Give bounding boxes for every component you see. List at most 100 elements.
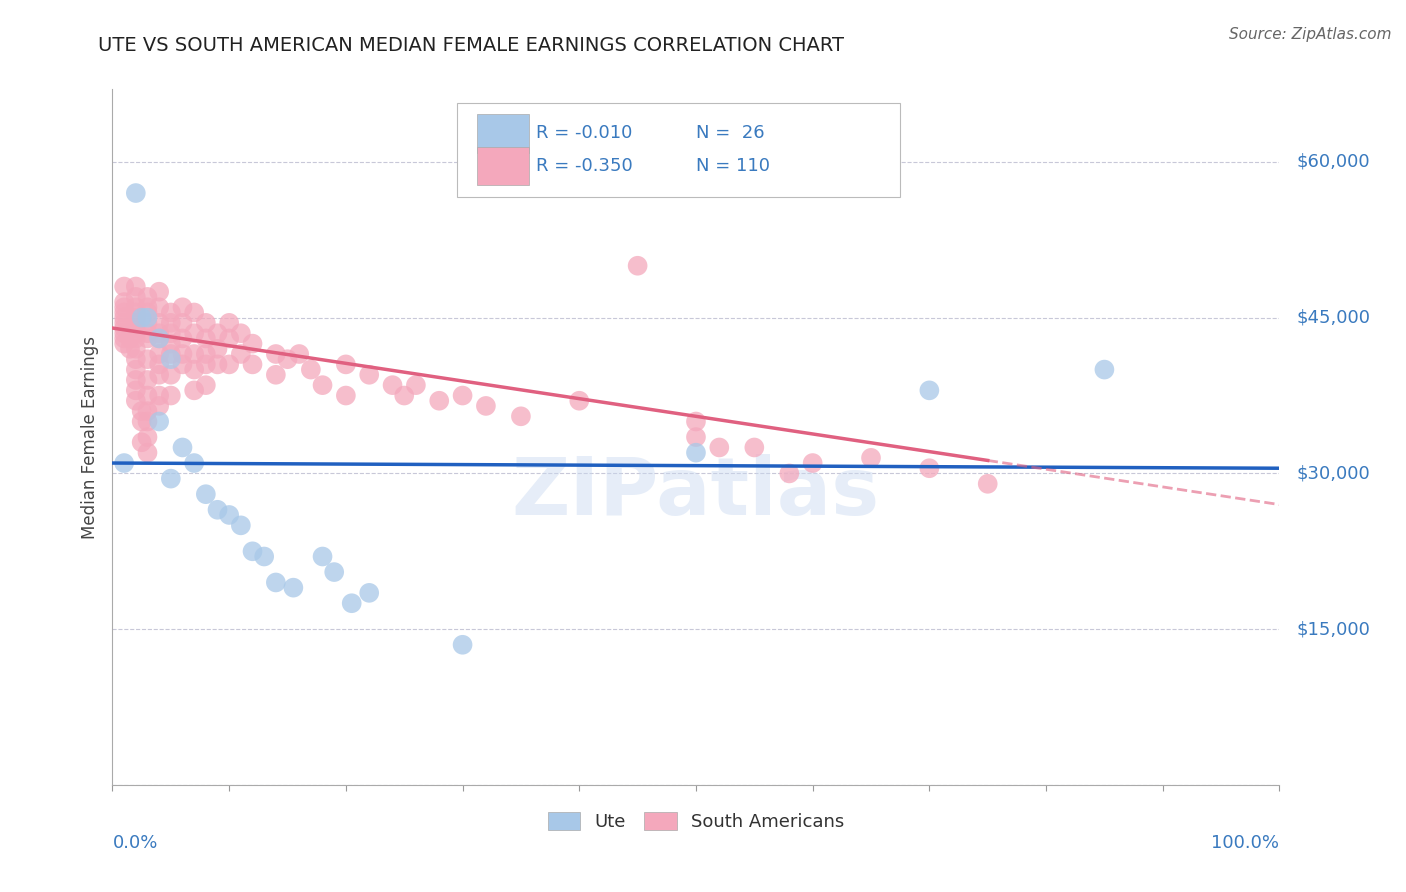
Point xyxy=(125,384,148,398)
Point xyxy=(160,326,183,341)
Point xyxy=(340,596,363,610)
Point xyxy=(160,336,183,351)
Point xyxy=(148,331,170,345)
Text: N =  26: N = 26 xyxy=(696,124,765,142)
Point xyxy=(451,638,474,652)
Text: UTE VS SOUTH AMERICAN MEDIAN FEMALE EARNINGS CORRELATION CHART: UTE VS SOUTH AMERICAN MEDIAN FEMALE EARN… xyxy=(98,36,845,54)
FancyBboxPatch shape xyxy=(457,103,900,197)
Point xyxy=(125,362,148,376)
Point xyxy=(288,347,311,361)
Text: $60,000: $60,000 xyxy=(1296,153,1371,171)
Point xyxy=(218,316,240,330)
Point xyxy=(125,310,148,325)
Point xyxy=(183,305,205,319)
Point xyxy=(112,295,135,310)
Text: Source: ZipAtlas.com: Source: ZipAtlas.com xyxy=(1229,27,1392,42)
Point xyxy=(118,331,141,345)
Point xyxy=(242,358,264,372)
Point xyxy=(112,321,135,335)
Point xyxy=(627,259,650,273)
Legend: Ute, South Americans: Ute, South Americans xyxy=(540,805,852,838)
Point xyxy=(685,430,707,444)
Point xyxy=(125,342,148,356)
Text: 100.0%: 100.0% xyxy=(1212,834,1279,852)
Point xyxy=(242,336,264,351)
Point xyxy=(218,358,240,372)
Point xyxy=(183,456,205,470)
Point xyxy=(183,384,205,398)
Point xyxy=(427,393,450,408)
Text: $30,000: $30,000 xyxy=(1296,465,1371,483)
Point xyxy=(131,310,153,325)
Point xyxy=(394,388,416,402)
Point xyxy=(801,456,824,470)
Point xyxy=(112,456,135,470)
Point xyxy=(744,441,766,455)
Point xyxy=(183,347,205,361)
Point xyxy=(148,331,170,345)
Point xyxy=(125,373,148,387)
Point xyxy=(194,358,217,372)
Point xyxy=(125,316,148,330)
Point xyxy=(160,316,183,330)
Point xyxy=(148,415,170,429)
Point xyxy=(136,326,159,341)
Point xyxy=(148,326,170,341)
Point xyxy=(136,310,159,325)
Point xyxy=(160,388,183,402)
Point xyxy=(172,347,194,361)
Point xyxy=(299,362,322,376)
Point xyxy=(183,326,205,341)
Point xyxy=(183,362,205,376)
Point xyxy=(568,393,591,408)
Point xyxy=(276,352,298,367)
Point xyxy=(778,467,800,481)
FancyBboxPatch shape xyxy=(477,147,529,186)
Point xyxy=(160,352,183,367)
Point xyxy=(405,378,427,392)
Point xyxy=(475,399,498,413)
Point xyxy=(125,300,148,314)
Point xyxy=(125,290,148,304)
Point xyxy=(136,305,159,319)
Point xyxy=(359,586,381,600)
Point xyxy=(125,393,148,408)
Point xyxy=(148,285,170,299)
Point xyxy=(253,549,276,564)
Point xyxy=(172,331,194,345)
Point xyxy=(136,352,159,367)
Point xyxy=(112,336,135,351)
Point xyxy=(131,404,153,418)
Point xyxy=(1094,362,1116,376)
Point xyxy=(136,415,159,429)
Point xyxy=(118,342,141,356)
Point xyxy=(136,290,159,304)
Point xyxy=(112,326,135,341)
Point xyxy=(359,368,381,382)
Point xyxy=(194,316,217,330)
Point xyxy=(194,331,217,345)
Point xyxy=(136,316,159,330)
Point xyxy=(242,544,264,558)
Point xyxy=(112,300,135,314)
Point xyxy=(148,300,170,314)
Point xyxy=(125,305,148,319)
Point xyxy=(131,415,153,429)
Point xyxy=(207,502,229,516)
Point xyxy=(264,368,287,382)
Y-axis label: Median Female Earnings: Median Female Earnings xyxy=(80,335,98,539)
Text: 0.0%: 0.0% xyxy=(112,834,157,852)
Point xyxy=(148,388,170,402)
Point xyxy=(136,445,159,459)
Text: $45,000: $45,000 xyxy=(1296,309,1371,326)
Point xyxy=(381,378,404,392)
Point xyxy=(229,518,252,533)
Point xyxy=(335,388,357,402)
Text: $15,000: $15,000 xyxy=(1296,620,1371,638)
Point xyxy=(311,549,333,564)
Point xyxy=(125,186,148,200)
Point xyxy=(112,310,135,325)
Point xyxy=(976,476,998,491)
Point xyxy=(112,305,135,319)
Text: R = -0.010: R = -0.010 xyxy=(536,124,633,142)
